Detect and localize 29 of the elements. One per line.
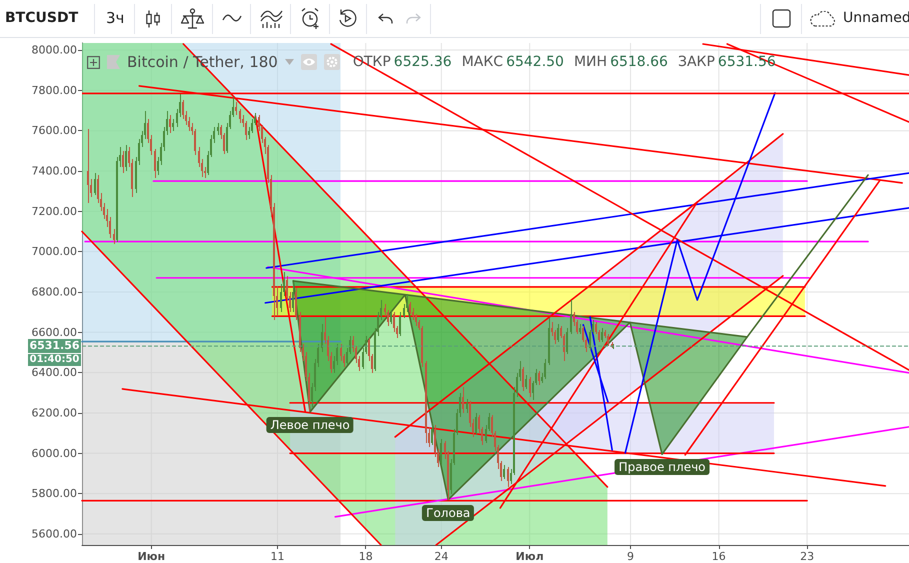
y-tick-label: 7200.00 bbox=[32, 204, 77, 218]
y-tick-label: 6200.00 bbox=[32, 406, 77, 420]
annotation: Левое плечо bbox=[266, 416, 354, 433]
y-tick-label: 7800.00 bbox=[32, 84, 77, 97]
y-tick-label: 5600.00 bbox=[32, 527, 77, 540]
y-tick-label: 8000.00 bbox=[32, 44, 77, 57]
x-tick-label: 18 bbox=[358, 550, 373, 563]
annotation: Голова bbox=[422, 504, 474, 521]
y-tick-label: 7000.00 bbox=[32, 245, 77, 258]
annotation: Правое плечо bbox=[614, 459, 710, 476]
x-tick-label: 9 bbox=[627, 550, 634, 563]
x-tick-label: 11 bbox=[270, 550, 284, 563]
y-tick-label: 7600.00 bbox=[32, 124, 77, 138]
y-tick-label: 6400.00 bbox=[32, 366, 77, 380]
x-tick-label: 23 bbox=[800, 550, 814, 563]
x-tick-label: 24 bbox=[434, 550, 448, 563]
chart-title: BTCUSDT bbox=[5, 9, 78, 28]
y-tick-label: 6000.00 bbox=[32, 446, 77, 460]
text: 3ч bbox=[106, 8, 124, 29]
x-tick-label: Июл bbox=[516, 550, 544, 563]
text: Unnamed bbox=[843, 9, 909, 28]
ref-line-label: 6531.56 bbox=[28, 339, 81, 354]
y-tick-label: 7400.00 bbox=[32, 164, 77, 178]
y-tick-label: 6600.00 bbox=[32, 326, 77, 339]
x-tick-label: 16 bbox=[712, 550, 726, 563]
x-tick-label: Июн bbox=[138, 550, 166, 563]
y-tick-label: 6800.00 bbox=[32, 285, 77, 298]
y-tick-label: 5800.00 bbox=[32, 487, 77, 500]
text: 01:40:50 bbox=[28, 354, 81, 366]
